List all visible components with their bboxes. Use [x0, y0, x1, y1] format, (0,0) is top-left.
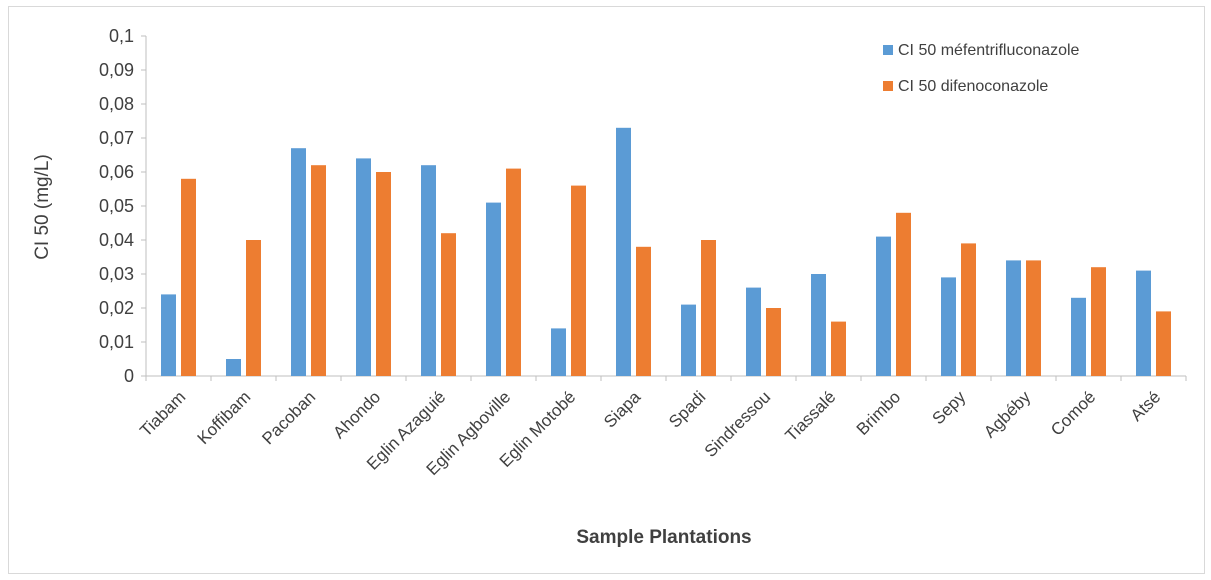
x-tick-label: Sepy: [928, 387, 969, 428]
bar-difenoconazole: [571, 185, 586, 376]
bar-mefentrifluconazole: [681, 304, 696, 376]
legend-label: CI 50 difenoconazole: [898, 78, 1048, 95]
legend-swatch: [883, 45, 893, 55]
y-tick-label: 0: [124, 366, 134, 386]
bar-mefentrifluconazole: [161, 294, 176, 376]
x-tick-label: Brimbo: [853, 387, 905, 439]
x-tick-label: Agbéby: [980, 387, 1035, 442]
bar-difenoconazole: [636, 246, 651, 376]
y-tick-label: 0,04: [99, 230, 134, 250]
bar-difenoconazole: [1091, 267, 1106, 376]
bar-difenoconazole: [181, 178, 196, 376]
bar-mefentrifluconazole: [1136, 270, 1151, 376]
x-tick-label: Tiassalé: [782, 387, 840, 445]
legend-label: CI 50 méfentrifluconazole: [898, 42, 1080, 59]
bar-mefentrifluconazole: [291, 148, 306, 376]
bars: [161, 127, 1171, 376]
bar-difenoconazole: [246, 240, 261, 376]
x-tick-label: Spadi: [665, 387, 709, 431]
bar-mefentrifluconazole: [1071, 297, 1086, 376]
x-axis-title: Sample Plantations: [576, 527, 751, 548]
x-tick-label: Ahondo: [329, 387, 384, 442]
bar-mefentrifluconazole: [941, 277, 956, 376]
bar-mefentrifluconazole: [356, 158, 371, 376]
bar-mefentrifluconazole: [616, 127, 631, 376]
bar-difenoconazole: [766, 308, 781, 376]
y-tick-label: 0,09: [99, 60, 134, 80]
bar-difenoconazole: [1026, 260, 1041, 376]
y-axis-title: CI 50 (mg/L): [32, 154, 53, 260]
legend: CI 50 méfentrifluconazole CI 50 difenocon…: [883, 42, 1080, 95]
x-tick-label: Pacoban: [258, 387, 319, 448]
bar-mefentrifluconazole: [1006, 260, 1021, 376]
x-tick-label: Tiabam: [136, 387, 189, 440]
bar-difenoconazole: [311, 165, 326, 376]
bar-difenoconazole: [961, 243, 976, 376]
bar-difenoconazole: [896, 212, 911, 376]
bar-mefentrifluconazole: [811, 274, 826, 376]
x-tick-label: Atsé: [1127, 387, 1164, 424]
x-tick-label: Comoé: [1047, 387, 1099, 439]
legend-swatch: [883, 81, 893, 91]
bar-mefentrifluconazole: [486, 202, 501, 376]
y-tick-label: 0,02: [99, 298, 134, 318]
bar-mefentrifluconazole: [746, 287, 761, 376]
y-tick-label: 0,03: [99, 264, 134, 284]
chart-frame: [8, 6, 1205, 574]
bar-difenoconazole: [831, 321, 846, 376]
bar-difenoconazole: [376, 172, 391, 376]
y-tick-label: 0,08: [99, 94, 134, 114]
x-axis: [145, 375, 1187, 381]
bar-difenoconazole: [441, 233, 456, 376]
bar-difenoconazole: [701, 240, 716, 376]
y-tick-label: 0,07: [99, 128, 134, 148]
y-axis: 0 0,01 0,02 0,03 0,04 0,05 0,06 0,07 0,08 0,09 0,1: [99, 26, 147, 386]
bar-mefentrifluconazole: [226, 359, 241, 376]
x-tick-label: Sindressou: [701, 387, 775, 461]
x-tick-label: Siapa: [600, 387, 645, 432]
y-tick-label: 0,1: [109, 26, 134, 46]
bar-mefentrifluconazole: [876, 236, 891, 376]
bar-difenoconazole: [506, 168, 521, 376]
y-tick-label: 0,01: [99, 332, 134, 352]
bar-mefentrifluconazole: [421, 165, 436, 376]
y-tick-label: 0,06: [99, 162, 134, 182]
x-tick-label: Koffibam: [194, 387, 255, 448]
bar-difenoconazole: [1156, 311, 1171, 376]
y-tick-label: 0,05: [99, 196, 134, 216]
bar-mefentrifluconazole: [551, 328, 566, 376]
